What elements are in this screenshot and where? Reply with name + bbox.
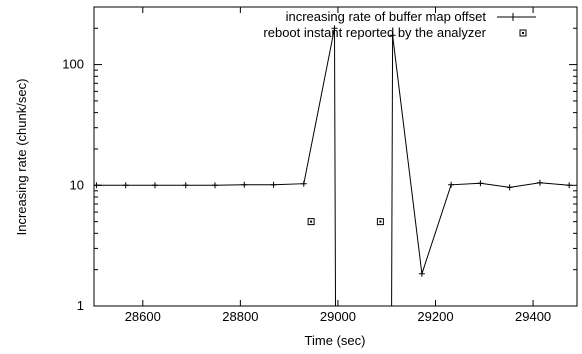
data-point-rate <box>566 182 573 189</box>
series-line-rate <box>96 28 570 307</box>
y-tick-label: 10 <box>70 177 84 192</box>
data-point-rate <box>536 179 543 186</box>
data-point-rate <box>211 182 218 189</box>
data-point-rate <box>151 182 158 189</box>
y-tick-label: 100 <box>62 57 84 72</box>
data-point-rate <box>506 184 513 191</box>
legend-label-rate: increasing rate of buffer map offset <box>286 9 487 24</box>
x-axis-label: Time (sec) <box>305 333 366 348</box>
y-axis: 1 10 100 <box>62 6 577 313</box>
data-point-rate <box>122 182 129 189</box>
legend: increasing rate of buffer map offset reb… <box>263 9 536 40</box>
x-tick-label: 29000 <box>320 309 356 324</box>
legend-marker-reboot <box>519 29 527 37</box>
data-point-rate <box>389 32 396 39</box>
data-point-rate <box>241 181 248 188</box>
data-point-rate <box>448 181 455 188</box>
legend-marker-reboot-inner <box>522 32 524 34</box>
x-tick-label: 28800 <box>222 309 258 324</box>
series-layer <box>93 25 573 307</box>
data-point-rate <box>331 25 338 32</box>
y-axis-label: Increasing rate (chunk/sec) <box>14 79 29 236</box>
legend-marker-rate <box>509 13 517 21</box>
x-tick-label: 29200 <box>417 309 453 324</box>
legend-label-reboot: reboot instant reported by the analyzer <box>263 25 486 40</box>
data-point-reboot <box>307 218 315 226</box>
data-point-rate <box>270 181 277 188</box>
data-point-rate <box>93 182 100 189</box>
data-point-rate <box>477 180 484 187</box>
x-axis: 28600 28800 29000 29200 29400 <box>125 7 551 324</box>
data-point-rate <box>182 182 189 189</box>
data-point-reboot <box>376 218 384 226</box>
data-point-rate <box>300 180 307 187</box>
data-point-reboot-inner <box>310 220 313 223</box>
x-tick-label: 28600 <box>125 309 161 324</box>
x-tick-label: 29400 <box>515 309 551 324</box>
data-point-reboot-inner <box>379 220 382 223</box>
data-point-rate <box>418 270 425 277</box>
y-tick-label: 1 <box>77 298 84 313</box>
